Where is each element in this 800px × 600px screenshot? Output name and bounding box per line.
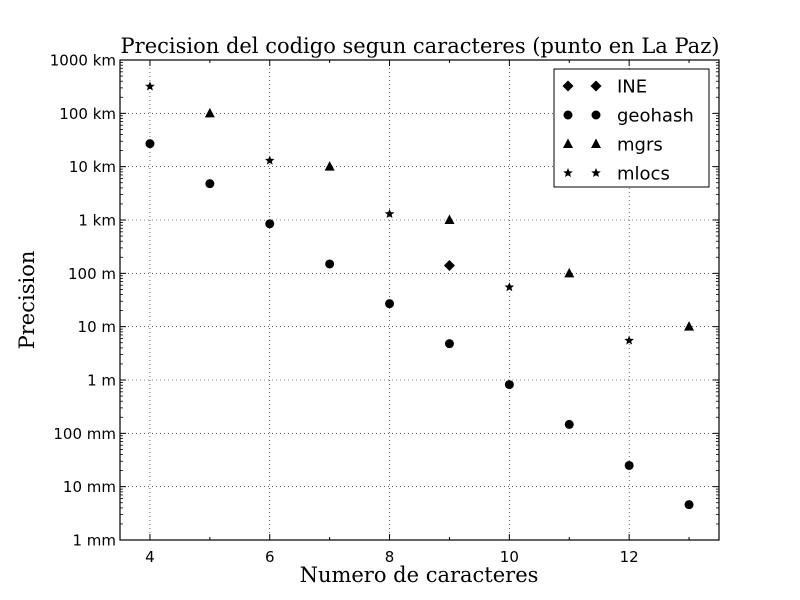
- legend-marker-mlocs: [591, 168, 601, 178]
- y-tick-label: 1 km: [78, 212, 116, 230]
- legend-marker-geohash: [591, 110, 601, 120]
- y-tick-label: 10 km: [69, 158, 116, 176]
- y-tick-label: 10 m: [78, 318, 116, 336]
- data-points: [145, 81, 695, 510]
- legend-marker-geohash: [563, 110, 573, 120]
- legend-marker-ine: [590, 80, 602, 92]
- x-tick-label: 12: [620, 548, 639, 566]
- x-tick-label: 6: [265, 548, 275, 566]
- point-mlocs: [624, 335, 634, 345]
- y-tick-label: 100 mm: [53, 425, 116, 443]
- axis-ticks: 4 6 8 10 12 1000 km 100 km 10 km 1 km 100 m 10 m 1 …: [50, 52, 719, 566]
- x-tick-label: 10: [500, 548, 519, 566]
- point-mgrs: [684, 321, 695, 331]
- legend-marker-mlocs: [563, 168, 573, 178]
- point-geohash: [265, 219, 275, 229]
- point-geohash: [444, 339, 454, 349]
- legend-entry-ine: INE: [562, 77, 647, 98]
- legend-box: [553, 68, 710, 188]
- point-mgrs: [324, 161, 335, 171]
- y-tick-label: 1000 km: [50, 52, 116, 70]
- y-tick-label: 100 m: [68, 265, 116, 283]
- point-geohash: [624, 460, 634, 470]
- y-tick-label: 1 m: [87, 372, 116, 390]
- chart-title: Precision del codigo segun caracteres (p…: [121, 34, 720, 58]
- point-geohash: [325, 259, 335, 269]
- y-tick-label: 1 mm: [72, 532, 116, 550]
- point-mlocs: [504, 282, 515, 292]
- plot-area-frame: [119, 59, 720, 541]
- legend: INE geohash mgrs mlocs: [553, 68, 710, 188]
- legend-marker-mgrs: [591, 138, 601, 148]
- y-axis-label: Precision: [15, 251, 39, 350]
- point-geohash: [564, 419, 574, 429]
- point-geohash: [205, 179, 215, 189]
- point-geohash: [145, 139, 155, 149]
- point-ine: [443, 260, 455, 272]
- point-mgrs: [204, 107, 215, 118]
- point-mlocs: [264, 155, 275, 165]
- legend-label-mgrs: mgrs: [617, 135, 663, 156]
- point-geohash: [684, 500, 694, 510]
- point-geohash: [385, 299, 395, 309]
- legend-entry-geohash: geohash: [563, 106, 694, 127]
- point-mgrs: [564, 267, 575, 278]
- legend-label-mlocs: mlocs: [617, 164, 670, 185]
- point-geohash: [504, 380, 514, 390]
- point-mgrs: [444, 214, 455, 224]
- legend-entry-mlocs: mlocs: [563, 164, 670, 185]
- y-tick-label: 100 km: [59, 105, 116, 123]
- x-axis-label: Numero de caracteres: [300, 563, 539, 587]
- point-mlocs: [384, 208, 395, 218]
- x-tick-label: 4: [145, 548, 155, 566]
- y-tick-label: 10 mm: [63, 478, 116, 496]
- legend-entry-mgrs: mgrs: [563, 135, 663, 156]
- legend-marker-mgrs: [563, 138, 573, 148]
- legend-label-geohash: geohash: [617, 106, 694, 127]
- x-tick-label: 8: [385, 548, 395, 566]
- legend-marker-ine: [562, 80, 574, 92]
- legend-label-ine: INE: [617, 77, 647, 98]
- point-mlocs: [145, 81, 155, 91]
